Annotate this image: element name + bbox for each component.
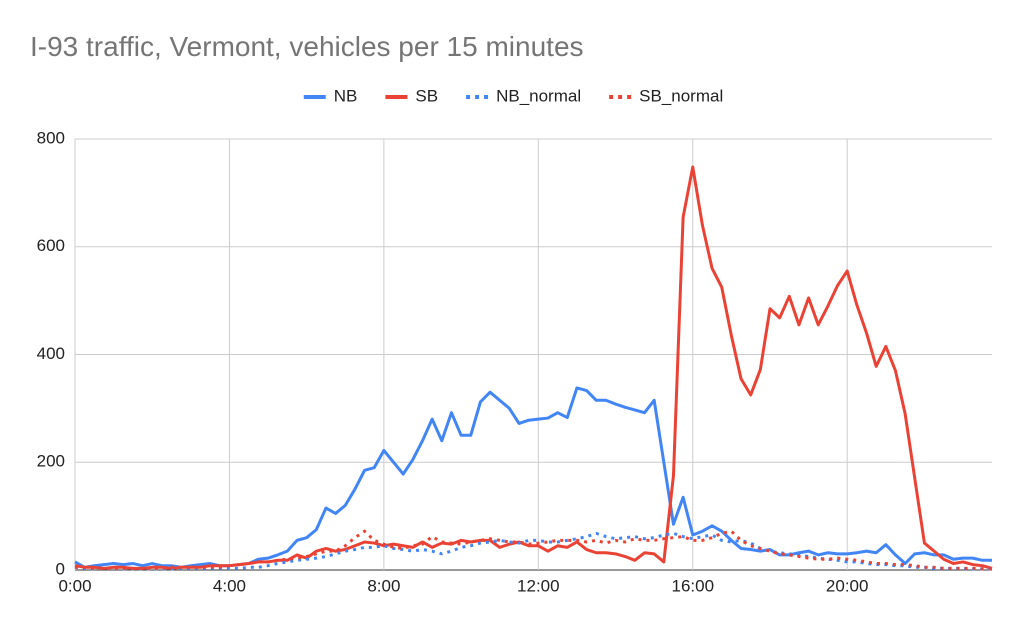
y-tick-label: 800 bbox=[37, 128, 65, 147]
legend-item: SB_normal bbox=[609, 86, 723, 105]
chart-title: I-93 traffic, Vermont, vehicles per 15 m… bbox=[30, 31, 584, 62]
series-line bbox=[74, 165, 993, 570]
y-tick-label: 0 bbox=[56, 559, 65, 578]
x-tick-label: 4:00 bbox=[213, 576, 246, 595]
legend-item: NB bbox=[303, 86, 358, 105]
legend-label: SB bbox=[415, 86, 438, 105]
series-line bbox=[75, 529, 992, 571]
legend-label: NB bbox=[334, 86, 358, 105]
x-tick-label: 12:00 bbox=[517, 576, 560, 595]
y-tick-label: 400 bbox=[37, 344, 65, 363]
legend-label: SB_normal bbox=[639, 86, 723, 105]
y-tick-label: 200 bbox=[37, 452, 65, 471]
y-tick-label: 600 bbox=[37, 236, 65, 255]
x-tick-label: 16:00 bbox=[671, 576, 714, 595]
legend-item: SB bbox=[385, 86, 438, 105]
x-tick-label: 20:00 bbox=[826, 576, 869, 595]
legend-label: NB_normal bbox=[496, 86, 581, 105]
legend-item: NB_normal bbox=[466, 86, 581, 105]
x-tick-label: 8:00 bbox=[367, 576, 400, 595]
series-line bbox=[74, 531, 992, 571]
x-tick-label: 0:00 bbox=[58, 576, 91, 595]
